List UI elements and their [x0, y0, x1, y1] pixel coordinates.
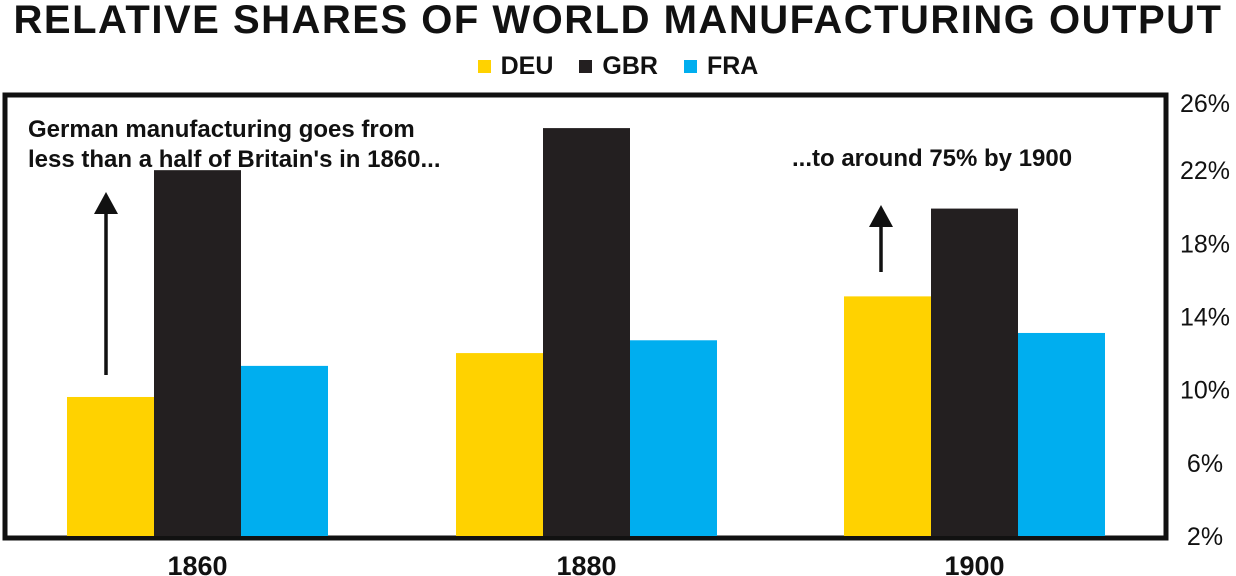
- x-tick-label-1900: 1900: [944, 551, 1004, 576]
- bar-gbr-1860: [154, 170, 241, 536]
- arrow-1860: [94, 192, 118, 375]
- bars-group: [67, 128, 1105, 537]
- x-tick-label-1860: 1860: [167, 551, 227, 576]
- legend-item-deu: DEU: [477, 52, 554, 81]
- x-axis-ticks: 1860 1880 1900: [167, 551, 1004, 576]
- y-tick-label: 18%: [1180, 230, 1230, 258]
- legend-label-fra: FRA: [706, 52, 759, 80]
- y-axis-ticks: 2% 6% 10% 14% 18% 22% 26%: [1180, 90, 1230, 551]
- bar-deu-1860: [67, 396, 154, 536]
- annotation-1860-line-1: German manufacturing goes from: [28, 116, 415, 143]
- legend-label-deu: DEU: [500, 52, 554, 80]
- legend-item-gbr: GBR: [579, 52, 658, 81]
- bar-gbr-1900: [931, 208, 1018, 536]
- arrow-1900: [869, 205, 893, 272]
- annotation-1860: German manufacturing goes from less than…: [28, 115, 441, 175]
- chart-title: RELATIVE SHARES OF WORLD MANUFACTURING O…: [13, 0, 1223, 42]
- plot-frame: [2, 92, 1169, 541]
- bar-gbr-1880: [543, 128, 630, 537]
- y-tick-label: 22%: [1180, 157, 1230, 185]
- bar-fra-1860: [241, 365, 328, 536]
- y-tick-label: 6%: [1187, 450, 1223, 478]
- legend-item-fra: FRA: [683, 52, 759, 81]
- y-tick-label: 2%: [1187, 523, 1223, 551]
- bar-deu-1900: [844, 296, 931, 536]
- legend-swatch-deu: [477, 60, 491, 73]
- legend-swatch-fra: [683, 60, 697, 73]
- y-tick-label: 14%: [1180, 304, 1230, 332]
- bar-fra-1880: [630, 340, 717, 536]
- chart-legend: DEU GBR FRA: [0, 52, 1236, 81]
- annotation-1900: ...to around 75% by 1900: [792, 144, 1072, 174]
- y-tick-label: 26%: [1180, 90, 1230, 118]
- annotation-1900-line-1: ...to around 75% by 1900: [792, 145, 1073, 172]
- y-tick-label: 10%: [1180, 377, 1230, 405]
- bar-fra-1900: [1018, 332, 1105, 536]
- annotation-1860-line-2: less than a half of Britain's in 1860...: [28, 146, 441, 173]
- x-tick-label-1880: 1880: [556, 551, 616, 576]
- legend-swatch-gbr: [579, 60, 593, 73]
- bar-deu-1880: [456, 353, 543, 536]
- legend-label-gbr: GBR: [602, 52, 658, 80]
